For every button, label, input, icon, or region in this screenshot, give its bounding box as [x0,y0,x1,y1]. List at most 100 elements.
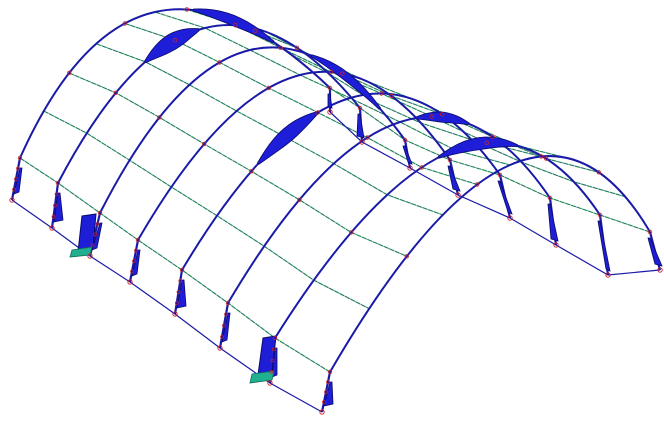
node-marker [349,230,354,235]
node-marker [490,134,495,139]
back-eave-line [329,111,661,276]
node-marker [327,369,333,375]
front-column-1 [10,157,22,201]
column-node-marker [14,177,18,181]
node-marker [440,112,445,117]
node-marker [17,155,23,161]
column-node-marker [324,390,328,394]
node-marker [135,237,141,243]
purlin-edge-0 [19,157,331,373]
frame-members [10,8,662,413]
node-marker [484,140,489,145]
node-marker [419,165,424,170]
force-band-frame-2 [144,28,200,64]
node-marker [55,180,61,186]
purlin-edge-2 [69,72,407,257]
base-node-marker [127,279,133,285]
arch-rib-6 [227,115,551,304]
node-marker [365,135,370,140]
node-marker [201,141,207,147]
base-node-marker [87,253,93,259]
node-marker [544,156,549,161]
column-node-marker [269,369,274,374]
node-marker [233,23,238,28]
front-column-diagram-8 [323,381,334,407]
force-band-frame-7 [437,136,518,159]
front-column-6 [218,302,230,349]
column-node-marker [222,323,226,328]
back-column-diagram-4 [447,165,461,192]
arch-rib-4 [137,70,451,241]
base-node-marker [507,215,513,221]
base-node-marker [455,192,461,198]
node-marker [97,210,103,216]
base-node-marker [605,272,611,278]
support-a [69,246,93,258]
back-column-diagram-1 [327,93,333,109]
node-marker [379,91,384,96]
base-node-marker [49,225,55,231]
node-marker [179,267,185,273]
column-node-marker [95,221,100,226]
node-marker [217,60,222,65]
column-node-marker [93,232,97,237]
base-node-marker [407,165,413,171]
base-node-marker [172,311,178,317]
support-symbols [69,246,275,384]
column-node-marker [12,187,16,192]
node-marker [172,38,178,43]
base-node-marker [267,380,273,386]
node-marker [252,28,258,34]
purlin-edge-5 [154,11,511,166]
node-marker [278,45,283,50]
arch-rib-5 [181,92,501,271]
node-marker [315,110,320,115]
column-node-marker [326,380,330,384]
back-column-diagram-2 [356,113,365,139]
column-node-marker [54,192,59,197]
arch-rib-8 [329,155,651,373]
base-node-marker [9,197,15,203]
back-column-diagram-6 [547,203,559,242]
node-marker [447,157,453,163]
back-column-diagram-5 [497,180,513,215]
node-marker [272,335,278,341]
base-node-marker [327,109,333,115]
column-node-marker [224,312,228,317]
node-marker [184,7,189,12]
internal-force-diagrams [13,8,663,407]
purlin-edge-3 [96,43,443,216]
column-node-marker [322,400,326,404]
column-node-marker [16,166,20,171]
node-marker [402,137,408,143]
base-node-marker [319,409,325,415]
node-marker [539,154,544,159]
front-column-diagram-4 [131,249,141,277]
column-node-marker [220,334,224,339]
node-marker [596,170,601,175]
column-node-marker [53,203,57,208]
node-marker [340,71,345,76]
back-column-diagram-8 [647,237,663,267]
purlin-7 [220,15,571,160]
node-marker [297,197,302,202]
column-node-marker [51,214,56,219]
front-column-diagram-6 [221,312,231,343]
node-marker [429,114,434,119]
force-band-frame-3 [310,54,382,110]
node-marker [327,85,333,91]
node-markers [9,7,663,415]
node-marker [249,169,254,174]
purlin-edge-10 [329,87,651,233]
node-marker [389,93,394,99]
column-node-marker [174,301,179,305]
node-marker [597,212,603,218]
node-marker [266,85,271,91]
column-node-marker [178,279,183,283]
arch-rib-2 [57,24,361,184]
front-column-diagram-2 [53,192,64,223]
force-band-frame-5 [256,111,319,165]
node-marker [66,70,72,76]
